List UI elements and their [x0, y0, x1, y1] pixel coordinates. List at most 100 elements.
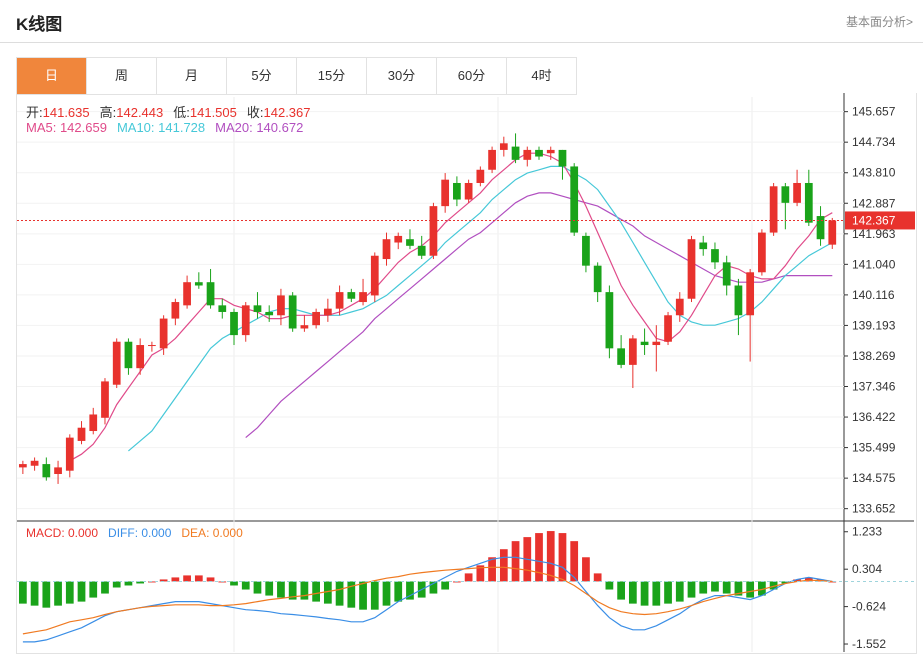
candle-body	[464, 182, 473, 200]
fundamental-analysis-link[interactable]: 基本面分析>	[845, 15, 913, 29]
candle	[523, 146, 532, 167]
candle-body	[417, 245, 426, 256]
tab-5min[interactable]: 5分	[227, 58, 297, 94]
candle	[101, 378, 109, 425]
current-price-badge	[845, 211, 915, 230]
candle-body	[206, 282, 215, 306]
candle	[230, 308, 238, 346]
candle-body	[640, 341, 649, 346]
price-axis: 145.657 144.734 143.810 142.887 141.963 141.0…	[17, 105, 915, 516]
price-tick-label: 144.734	[852, 135, 896, 149]
candle-body	[535, 149, 543, 157]
macd-bar	[617, 581, 625, 600]
macd-bar	[746, 581, 755, 598]
high-value: 142.443	[116, 105, 164, 120]
macd-bar	[194, 575, 203, 582]
macd-bar	[640, 581, 649, 606]
candle-body	[675, 298, 684, 316]
macd-bar	[18, 581, 27, 604]
macd-bars	[18, 531, 837, 610]
candle-body	[511, 146, 520, 160]
low-value: 141.505	[189, 105, 237, 120]
candle-body	[159, 318, 168, 349]
tab-60min[interactable]: 60分	[437, 58, 507, 94]
candle-body	[65, 437, 74, 471]
candle-body	[734, 285, 743, 316]
candle	[288, 292, 297, 332]
tab-30min[interactable]: 30分	[367, 58, 437, 94]
candle-body	[101, 381, 109, 418]
macd-lines	[22, 556, 833, 643]
macd-bar	[335, 581, 344, 606]
macd-tick-label: 0.304	[852, 562, 882, 576]
macd-bar	[253, 581, 262, 594]
macd-tick-label: -0.624	[852, 600, 886, 614]
candle-body	[230, 311, 238, 336]
candle	[136, 338, 145, 375]
macd-bar	[570, 541, 579, 582]
macd-bar	[593, 573, 602, 582]
candle-body	[699, 242, 708, 250]
candle	[687, 235, 696, 303]
candle-body	[347, 292, 356, 299]
high-label: 高:	[99, 105, 117, 120]
candle-body	[664, 315, 672, 342]
macd-bar	[300, 581, 309, 600]
macd-bar	[112, 581, 121, 588]
candle-body	[570, 166, 579, 233]
candle-body	[476, 169, 485, 183]
macd-bar	[828, 581, 837, 583]
candle-body	[124, 341, 133, 369]
candle	[277, 288, 285, 326]
candle	[370, 252, 379, 303]
tab-15min[interactable]: 15分	[297, 58, 367, 94]
candle-body	[488, 149, 496, 170]
candle	[828, 217, 837, 249]
candle-body	[441, 179, 450, 207]
tab-4hour[interactable]: 4时	[507, 58, 577, 94]
price-tick-label: 141.963	[852, 227, 896, 241]
candle	[675, 292, 684, 322]
candle	[746, 268, 755, 362]
candle	[312, 308, 320, 329]
candle	[429, 202, 438, 260]
macd-bar	[464, 573, 473, 582]
candle	[628, 335, 637, 389]
ma20-legend: MA20: 140.672	[215, 120, 304, 135]
candle	[183, 275, 191, 309]
macd-bar	[347, 581, 356, 608]
macd-bar	[558, 533, 567, 582]
macd-bar	[241, 581, 250, 590]
macd-bar	[546, 531, 555, 582]
macd-bar	[54, 581, 62, 606]
tab-month[interactable]: 月	[157, 58, 227, 94]
candle	[804, 169, 813, 226]
current-price-label: 142.367	[852, 213, 896, 227]
ohlc-legend: 开:141.635 高:142.443 低:141.505 收:142.367	[26, 102, 321, 121]
tab-day[interactable]: 日	[17, 58, 87, 94]
candle-body	[828, 220, 837, 245]
candle-body	[722, 262, 731, 286]
candle-body	[804, 182, 813, 223]
macd-bar	[65, 581, 74, 604]
candle	[570, 163, 579, 236]
candle	[30, 457, 39, 471]
candle	[758, 229, 766, 276]
candle	[159, 315, 168, 355]
candle-body	[194, 282, 203, 286]
candle	[699, 235, 708, 256]
candle-body	[429, 206, 438, 256]
candle-body	[253, 305, 262, 312]
price-tick-label: 135.499	[852, 441, 896, 455]
candle	[77, 421, 86, 445]
candle	[417, 235, 426, 260]
macd-bar	[582, 557, 590, 582]
macd-bar	[382, 581, 391, 606]
candle-body	[394, 235, 403, 243]
candle	[194, 272, 203, 289]
price-tick-label: 143.810	[852, 166, 896, 180]
tab-week[interactable]: 周	[87, 58, 157, 94]
candle	[89, 407, 98, 435]
candle-body	[746, 272, 755, 316]
